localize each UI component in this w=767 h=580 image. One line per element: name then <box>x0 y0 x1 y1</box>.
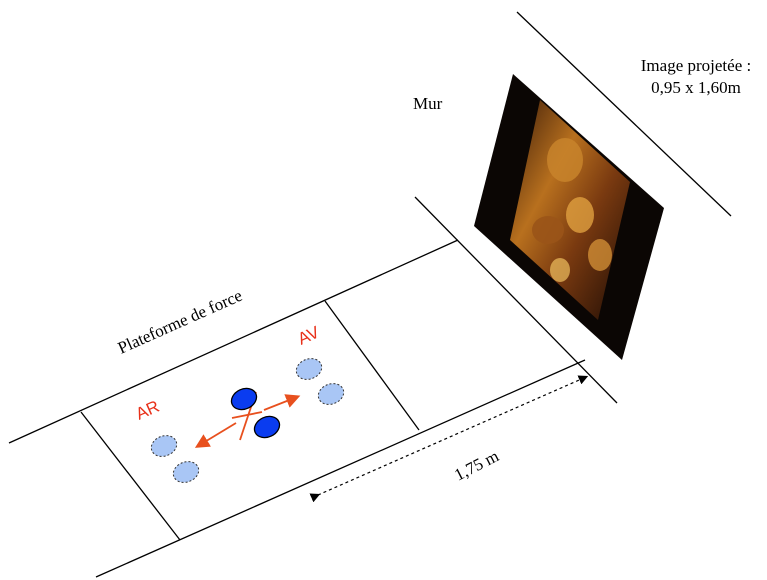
image-title-line1: Image projetée : <box>641 56 751 75</box>
distance-arrow <box>309 375 589 503</box>
wall-front-line <box>414 196 618 404</box>
foot-rear-lower <box>172 461 200 483</box>
arrow-forward <box>263 394 301 411</box>
walkway-upper-edge <box>8 239 459 444</box>
image-title-line2: 0,95 x 1,60m <box>651 78 741 97</box>
center-cross-line-1 <box>231 411 263 419</box>
foot-rear-upper <box>150 435 178 457</box>
foot-front-lower <box>317 383 345 405</box>
projected-image <box>474 74 664 360</box>
foot-front-upper <box>295 358 323 380</box>
platform-left-edge <box>80 411 181 541</box>
arrow-backward <box>194 422 237 448</box>
platform-label: Plateforme de force <box>115 286 245 358</box>
wall-label: Mur <box>413 94 443 113</box>
wall-back-line <box>516 11 732 217</box>
platform-right-edge <box>324 300 420 431</box>
foot-dark-upper <box>230 387 258 411</box>
front-label: AV <box>295 322 323 348</box>
distance-label: 1,75 m <box>451 446 502 484</box>
foot-dark-lower <box>253 415 281 439</box>
rear-label: AR <box>133 397 162 424</box>
